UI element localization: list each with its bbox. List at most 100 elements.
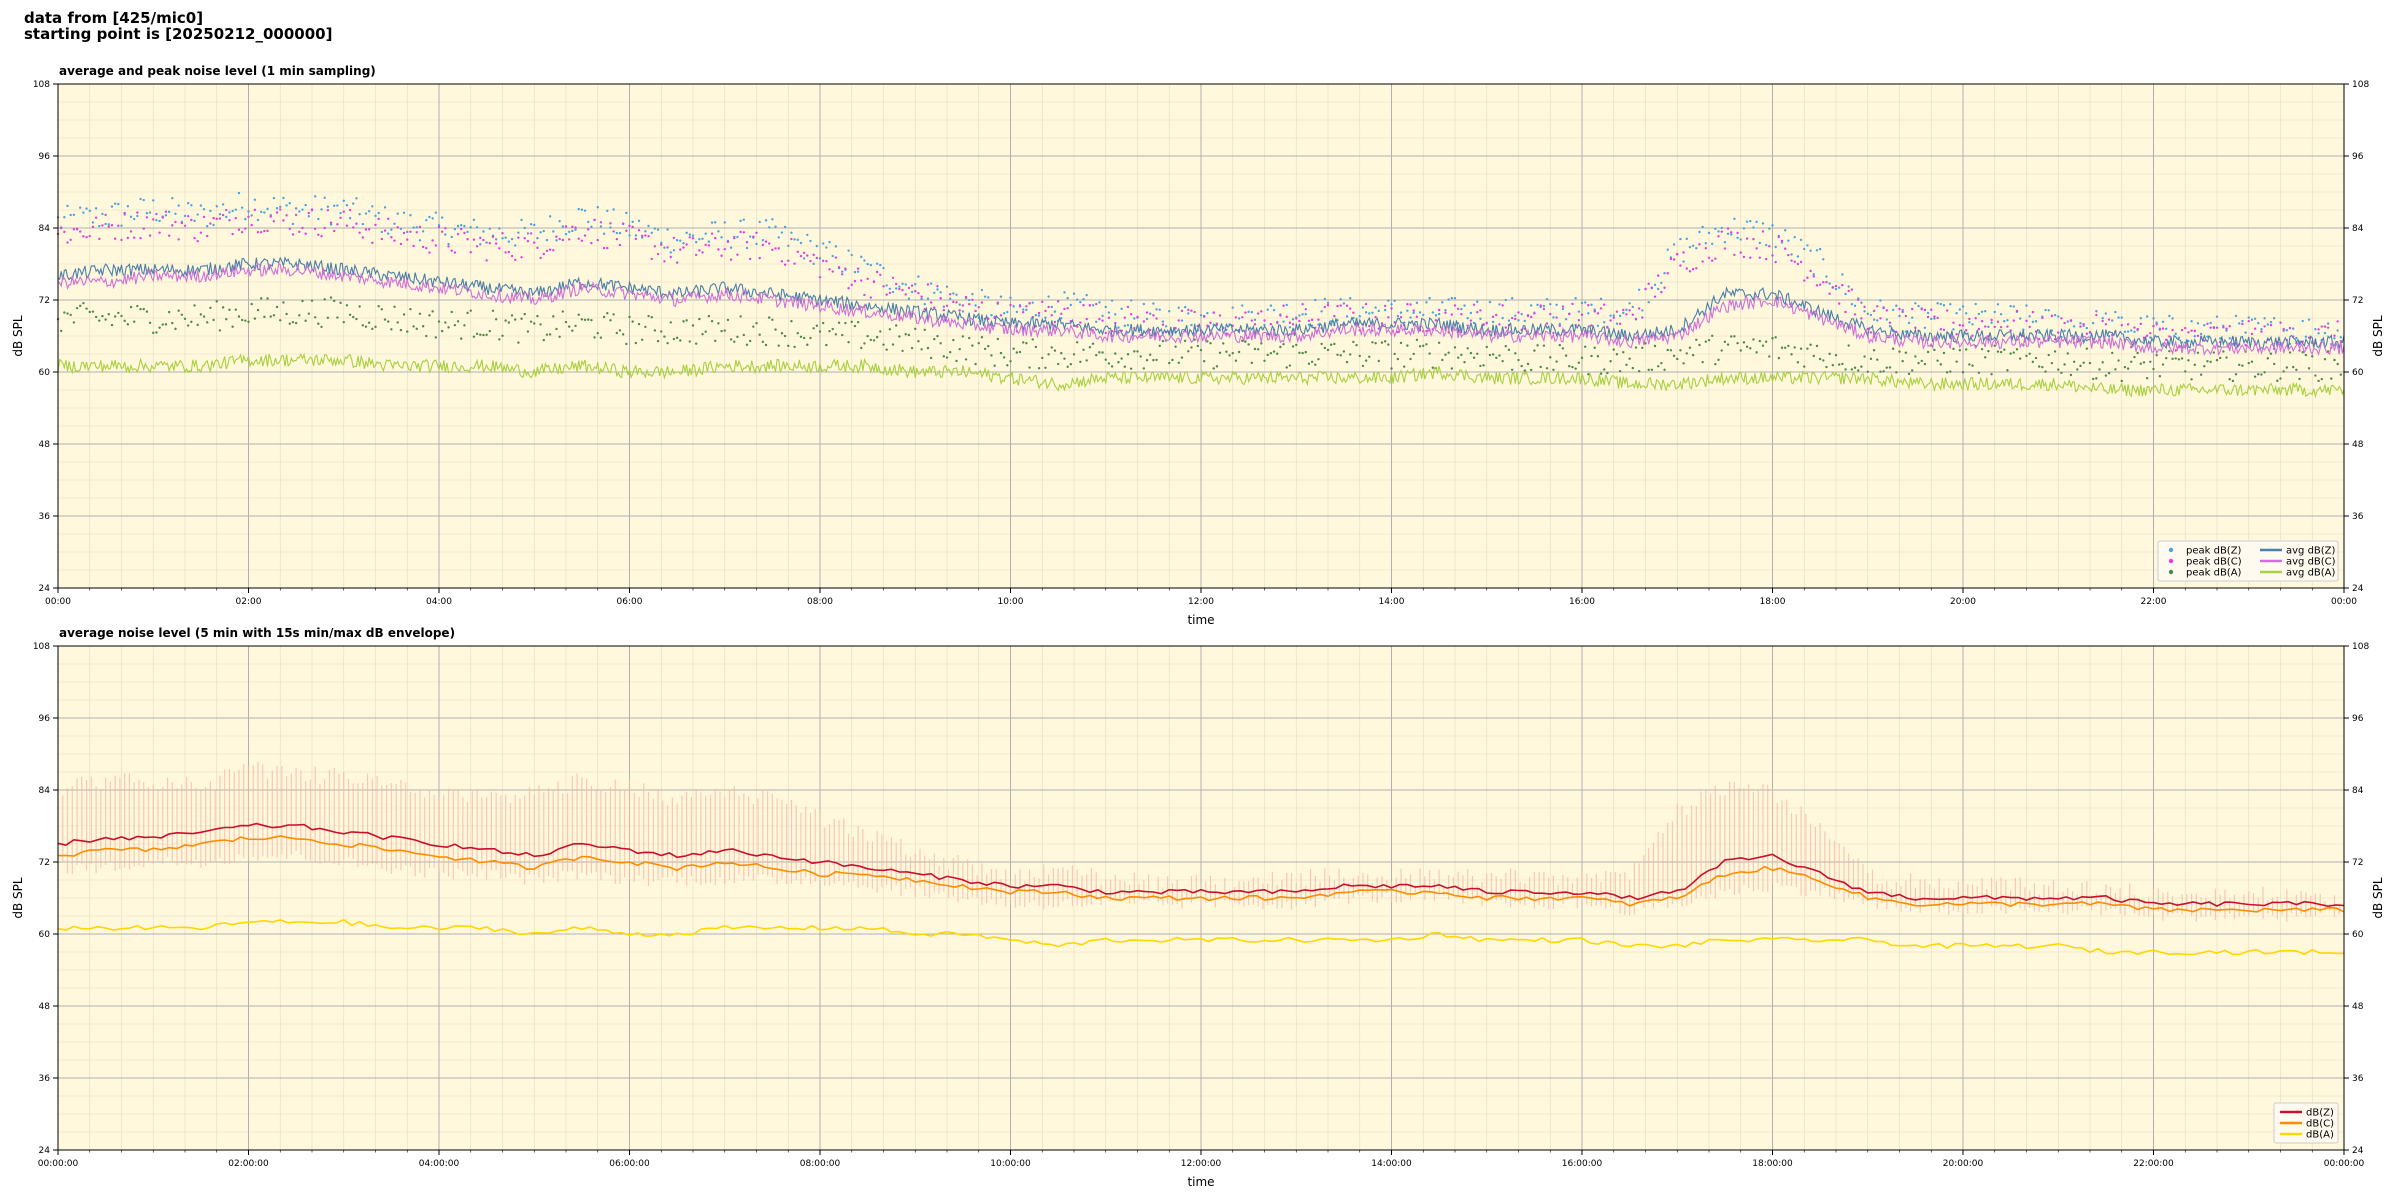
data-point — [2041, 365, 2044, 369]
data-point — [1168, 361, 1171, 365]
data-point — [171, 224, 174, 227]
data-point — [1974, 302, 1977, 306]
data-point — [1155, 358, 1158, 362]
data-point — [2196, 351, 2200, 354]
data-point — [120, 238, 123, 242]
data-point — [1488, 353, 1492, 357]
data-point — [428, 314, 431, 317]
data-point — [1520, 312, 1523, 316]
data-point — [460, 227, 463, 231]
data-point — [364, 212, 368, 215]
chart-panel-1: 00:00 02:00 04:00 06:00 08:00 10:00 12:00 14:00… — [11, 64, 2385, 627]
data-point — [1095, 320, 1098, 323]
data-point — [694, 342, 698, 345]
data-point — [980, 288, 984, 292]
data-point — [1831, 286, 1835, 289]
data-point — [1079, 360, 1082, 364]
data-point — [291, 222, 295, 226]
data-point — [129, 215, 133, 219]
data-point — [698, 237, 701, 241]
data-point — [1237, 350, 1241, 354]
data-point — [891, 343, 895, 346]
data-point — [780, 260, 784, 263]
data-point — [2158, 375, 2162, 378]
data-point — [256, 218, 260, 222]
data-point — [666, 341, 669, 345]
data-point — [1460, 307, 1463, 311]
data-point — [1272, 308, 1276, 312]
data-point — [1526, 362, 1530, 366]
data-point — [2123, 365, 2127, 369]
data-point — [225, 208, 228, 212]
data-point — [1790, 253, 1793, 256]
data-point — [917, 291, 920, 295]
data-point — [1523, 319, 1527, 323]
data-point — [790, 237, 793, 241]
data-point — [1415, 315, 1419, 319]
data-point — [1107, 316, 1111, 319]
data-point — [475, 245, 479, 248]
data-point — [971, 298, 974, 301]
data-point — [2177, 358, 2181, 361]
data-point — [748, 339, 752, 343]
data-point — [523, 237, 526, 240]
data-point — [1050, 314, 1053, 317]
data-point — [1977, 327, 1981, 331]
data-point — [463, 324, 466, 327]
data-point — [917, 340, 920, 343]
data-point — [933, 337, 936, 341]
data-point — [1787, 253, 1790, 257]
data-point — [377, 211, 380, 215]
data-point — [2034, 356, 2038, 360]
data-point — [587, 318, 590, 321]
data-point — [107, 223, 111, 226]
data-point — [94, 315, 98, 319]
y-axis-label: dB SPL — [11, 315, 25, 357]
data-point — [1926, 350, 1930, 354]
data-point — [1225, 350, 1228, 353]
data-point — [1047, 305, 1050, 309]
data-point — [567, 238, 571, 241]
data-point — [190, 218, 193, 222]
data-point — [2298, 377, 2301, 381]
data-point — [682, 246, 685, 249]
data-point — [2101, 319, 2104, 323]
data-point — [75, 306, 79, 310]
data-point — [1984, 325, 1987, 328]
data-point — [1482, 323, 1485, 326]
data-point — [790, 320, 793, 323]
data-point — [1149, 312, 1152, 315]
data-point — [2187, 359, 2190, 362]
data-point — [440, 216, 444, 219]
data-point — [907, 286, 911, 290]
data-point — [641, 338, 644, 342]
data-point — [628, 234, 631, 237]
data-point — [2152, 367, 2155, 371]
data-point — [926, 346, 930, 350]
data-point — [1126, 323, 1130, 327]
data-point — [583, 209, 587, 212]
data-point — [542, 252, 545, 256]
x-tick-label: 06:00:00 — [609, 1159, 650, 1169]
data-point — [171, 197, 174, 200]
data-point — [587, 220, 590, 224]
data-point — [1847, 289, 1850, 293]
data-point — [479, 236, 482, 240]
data-point — [1323, 346, 1327, 350]
data-point — [88, 234, 91, 238]
data-point — [1422, 344, 1425, 348]
data-point — [910, 290, 914, 294]
data-point — [1409, 303, 1412, 306]
data-point — [634, 234, 638, 237]
y-tick-label: 96 — [39, 152, 51, 162]
data-point — [250, 302, 253, 306]
data-point — [507, 250, 511, 254]
data-point — [837, 266, 841, 269]
y-tick-label: 84 — [39, 224, 51, 234]
data-point — [1317, 318, 1320, 321]
data-point — [1063, 291, 1066, 294]
data-point — [764, 343, 768, 347]
data-point — [504, 236, 507, 239]
data-point — [593, 218, 596, 221]
data-point — [466, 230, 469, 234]
